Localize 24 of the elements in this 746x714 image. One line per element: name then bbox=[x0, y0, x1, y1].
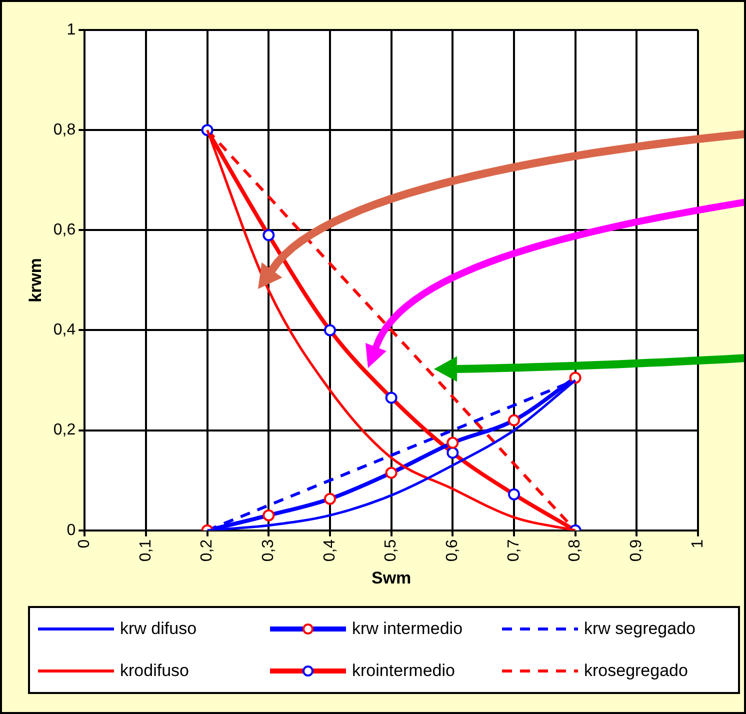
x-tick-label: 0,2 bbox=[198, 539, 216, 562]
legend-label: krw segregado bbox=[584, 619, 696, 639]
y-tick-label: 1 bbox=[66, 21, 76, 38]
legend-label: krw intermedio bbox=[352, 619, 463, 639]
y-tick-label: 0,8 bbox=[53, 121, 76, 138]
x-tick-label: 0,9 bbox=[628, 539, 646, 562]
x-tick-label: 0,1 bbox=[137, 539, 154, 562]
legend-label: krodifuso bbox=[120, 661, 189, 681]
legend-label: krointermedio bbox=[352, 661, 455, 681]
x-tick-label: 1 bbox=[689, 539, 706, 548]
y-tick-label: 0,6 bbox=[53, 222, 76, 239]
legend-label: krw difuso bbox=[120, 619, 197, 639]
legend-label: krosegregado bbox=[584, 661, 688, 681]
x-tick-label: 0,6 bbox=[444, 539, 462, 562]
x-tick-label: 0,3 bbox=[260, 539, 278, 562]
x-tick-label: 0,7 bbox=[505, 539, 522, 562]
x-axis-title: Swm bbox=[371, 568, 412, 588]
x-tick-label: 0,8 bbox=[566, 539, 584, 562]
y-axis-title: krwm bbox=[26, 258, 45, 302]
x-tick-label: 0,5 bbox=[382, 539, 400, 562]
y-tick-label: 0,2 bbox=[53, 422, 76, 439]
x-tick-label: 0,4 bbox=[321, 539, 338, 562]
x-tick-label: 0 bbox=[76, 539, 94, 548]
y-tick-label: 0,4 bbox=[53, 322, 76, 339]
